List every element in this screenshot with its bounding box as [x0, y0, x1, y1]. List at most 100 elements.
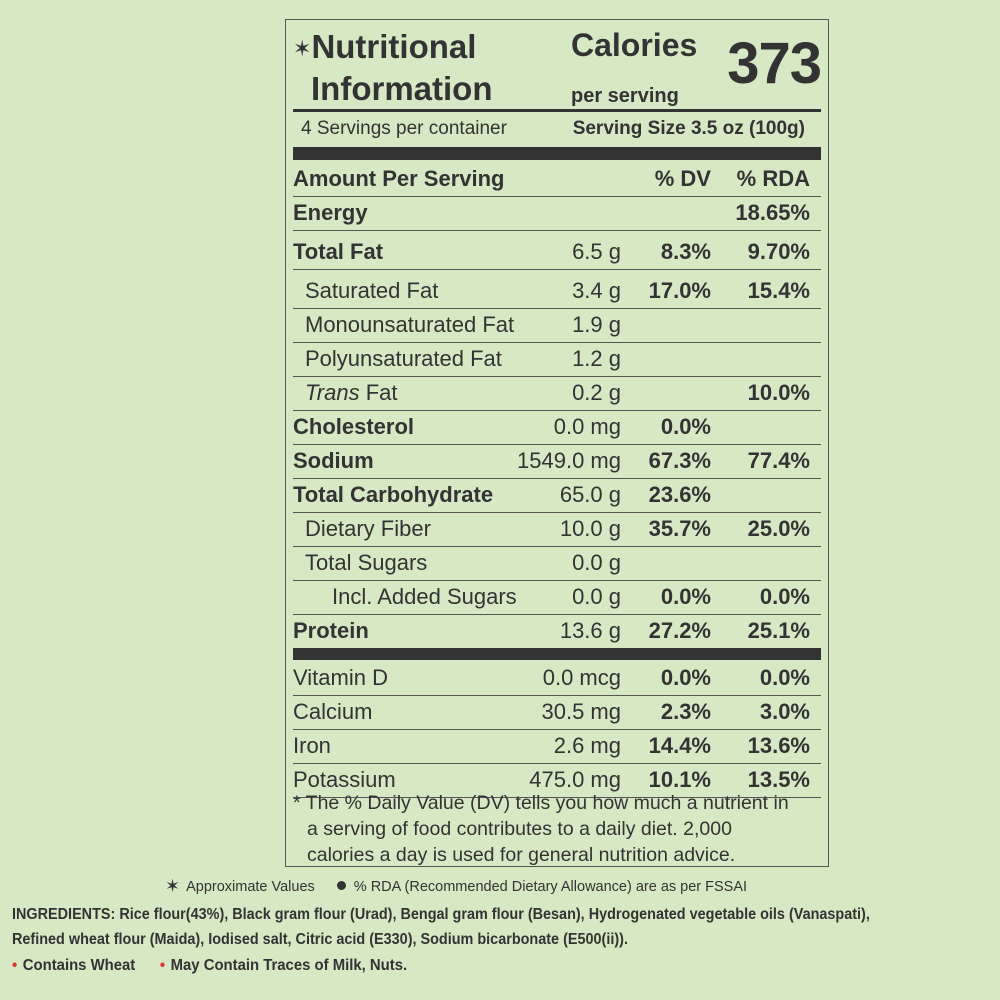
- nutrient-name: Total Fat: [293, 239, 384, 264]
- vitamin-name: Iron: [293, 733, 331, 758]
- bullet-icon: •: [12, 957, 18, 974]
- trans-fat-rest: Fat: [359, 380, 398, 405]
- vitamin-amount: 30.5 mg: [541, 699, 622, 724]
- footnote-line1: * The % Daily Value (DV) tells you how m…: [293, 792, 789, 814]
- nutrient-dv: 17.0%: [648, 278, 711, 303]
- nutrient-rda: 18.65%: [735, 200, 810, 225]
- footnote-line3: calories a day is used for general nutri…: [307, 844, 736, 866]
- nutrient-row-trans-fat: Trans Fat 0.2 g 10.0%: [293, 376, 821, 411]
- nutrient-name: Total Carbohydrate: [293, 482, 494, 507]
- serving-size: Serving Size 3.5 oz (100g): [572, 118, 805, 139]
- nutrient-row-dietary-fiber: Dietary Fiber 10.0 g 35.7% 25.0%: [293, 512, 821, 547]
- thick-divider-top: [293, 147, 821, 160]
- nutrient-amount: 0.2 g: [572, 380, 621, 405]
- ingredients-line2: Refined wheat flour (Maida), Iodised sal…: [12, 931, 628, 948]
- nutrient-name: Monounsaturated Fat: [305, 312, 515, 337]
- nutrient-rda: 15.4%: [747, 278, 810, 303]
- nutrient-name: Incl. Added Sugars: [332, 584, 517, 609]
- nutrient-row-total-carbohydrate: Total Carbohydrate 65.0 g 23.6%: [293, 478, 821, 513]
- vitamin-amount: 0.0 mcg: [542, 665, 621, 690]
- nutrient-amount: 6.5 g: [572, 239, 621, 264]
- nutrient-name: Sodium: [293, 448, 374, 473]
- nutrient-rda: 9.70%: [747, 239, 810, 264]
- nutrient-name: Trans Fat: [305, 380, 398, 406]
- nutrient-amount: 65.0 g: [559, 482, 621, 507]
- footnote-line2: a serving of food contributes to a daily…: [307, 818, 732, 840]
- nutrient-name: Protein: [293, 618, 369, 643]
- nutrient-rda: 25.1%: [747, 618, 810, 643]
- legend-approx: Approximate Values: [186, 879, 315, 895]
- panel-title: ✶Nutritional Information: [293, 26, 492, 110]
- vitamin-amount: 2.6 mg: [553, 733, 621, 758]
- nutrient-amount: 3.4 g: [572, 278, 621, 303]
- vitamin-row-calcium: Calcium 30.5 mg 2.3% 3.0%: [293, 695, 821, 730]
- nutrient-dv: 0.0%: [660, 584, 711, 609]
- calories-value: 373: [727, 31, 822, 96]
- nutrient-name: Cholesterol: [293, 414, 415, 439]
- ingredients: INGREDIENTS: Rice flour(43%), Black gram…: [12, 902, 928, 952]
- vitamin-rda: 0.0%: [759, 665, 810, 690]
- trans-word: Trans: [305, 380, 360, 405]
- nutrient-amount: 1.9 g: [572, 312, 621, 337]
- nutrient-amount: 0.0 g: [572, 550, 621, 575]
- nutrient-rda: 77.4%: [747, 448, 810, 473]
- thick-divider-vitamins: [293, 648, 821, 660]
- dv-footnote: * The % Daily Value (DV) tells you how m…: [293, 790, 821, 868]
- vitamin-amount: 475.0 mg: [529, 767, 621, 792]
- rda-header: % RDA: [736, 166, 810, 191]
- nutrient-row-added-sugars: Incl. Added Sugars 0.0 g 0.0% 0.0%: [293, 580, 821, 615]
- allergen-milk-nuts: May Contain Traces of Milk, Nuts.: [170, 957, 408, 974]
- vitamin-dv: 0.0%: [660, 665, 711, 690]
- nutrient-name: Polyunsaturated Fat: [305, 346, 502, 371]
- nutrient-amount: 13.6 g: [559, 618, 621, 643]
- nutrient-row-polyunsaturated-fat: Polyunsaturated Fat 1.2 g: [293, 342, 821, 377]
- nutrient-name: Total Sugars: [305, 550, 428, 575]
- nutrient-amount: 0.0 mg: [553, 414, 621, 439]
- nutrient-dv: 35.7%: [648, 516, 711, 541]
- nutrient-amount: 1549.0 mg: [517, 448, 621, 473]
- nutrition-panel: ✶Nutritional Information Calories per se…: [285, 19, 829, 867]
- column-header-row: Amount Per Serving % DV % RDA: [293, 162, 821, 197]
- nutrient-dv: 8.3%: [660, 239, 711, 264]
- nutrient-row-total-fat: Total Fat 6.5 g 8.3% 9.70%: [293, 235, 821, 270]
- amount-per-serving-header: Amount Per Serving: [293, 166, 505, 191]
- nutrient-row-total-sugars: Total Sugars 0.0 g: [293, 546, 821, 581]
- nutrient-row-sodium: Sodium 1549.0 mg 67.3% 77.4%: [293, 444, 821, 479]
- nutrient-rda: 10.0%: [747, 380, 810, 405]
- calories-label: Calories: [571, 27, 698, 63]
- nutrient-rda: 0.0%: [759, 584, 810, 609]
- calories-per-serving: per serving: [571, 85, 679, 107]
- dot-icon: [336, 881, 346, 890]
- nutrient-dv: 0.0%: [660, 414, 711, 439]
- title-line2: Information: [311, 70, 493, 107]
- panel-inner: ✶Nutritional Information Calories per se…: [293, 20, 822, 868]
- nutrient-name: Saturated Fat: [305, 278, 439, 303]
- nutrient-name: Energy: [293, 200, 368, 225]
- nutrient-row-protein: Protein 13.6 g 27.2% 25.1%: [293, 614, 821, 648]
- vitamin-dv: 10.1%: [648, 767, 711, 792]
- dv-header: % DV: [654, 166, 711, 191]
- header-divider: [293, 109, 821, 112]
- vitamin-name: Vitamin D: [293, 665, 388, 690]
- servings-per-container: 4 Servings per container: [301, 118, 507, 139]
- vitamin-row-vitamin-d: Vitamin D 0.0 mcg 0.0% 0.0%: [293, 661, 821, 696]
- nutrient-dv: 67.3%: [648, 448, 711, 473]
- nutrient-name: Dietary Fiber: [305, 516, 431, 541]
- vitamin-name: Calcium: [293, 699, 373, 724]
- vitamin-name: Potassium: [293, 767, 396, 792]
- nutrient-amount: 10.0 g: [559, 516, 621, 541]
- nutrient-dv: 23.6%: [648, 482, 711, 507]
- legend-rda-note: % RDA (Recommended Dietary Allowance) ar…: [353, 879, 748, 895]
- nutrient-row-cholesterol: Cholesterol 0.0 mg 0.0%: [293, 410, 821, 445]
- vitamin-row-potassium: Potassium 475.0 mg 10.1% 13.5%: [293, 763, 821, 798]
- title-line1: Nutritional: [311, 28, 477, 65]
- nutrient-rda: 25.0%: [747, 516, 810, 541]
- allergens: • Contains Wheat • May Contain Traces of M…: [12, 957, 407, 975]
- vitamin-dv: 14.4%: [648, 733, 711, 758]
- allergen-wheat: Contains Wheat: [22, 957, 136, 974]
- bullet-icon: •: [159, 957, 166, 974]
- nutrient-row-monounsaturated-fat: Monounsaturated Fat 1.9 g: [293, 308, 821, 343]
- ingredients-line1: INGREDIENTS: Rice flour(43%), Black gram…: [12, 906, 870, 923]
- nutrient-amount: 1.2 g: [572, 346, 621, 371]
- vitamin-rda: 13.5%: [747, 767, 810, 792]
